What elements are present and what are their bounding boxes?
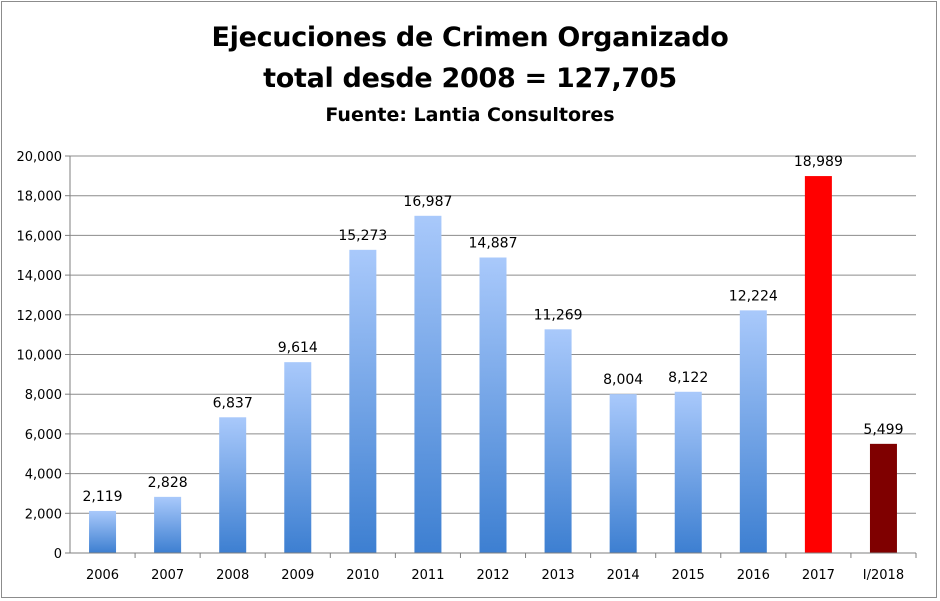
data-label: 16,987 bbox=[403, 194, 452, 210]
chart-title: Ejecuciones de Crimen Organizado bbox=[211, 22, 729, 53]
x-tick-label: 2009 bbox=[281, 568, 314, 583]
x-tick-label: I/2018 bbox=[863, 568, 904, 583]
data-label: 18,989 bbox=[794, 154, 843, 170]
y-axis-tick-labels: 0 2,000 4,000 6,000 8,000 10,000 12,000 14,000 1… bbox=[17, 150, 63, 562]
bar bbox=[89, 510, 117, 553]
data-label: 8,004 bbox=[603, 372, 643, 388]
y-tick-label: 20,000 bbox=[17, 150, 63, 165]
x-tick-label: 2014 bbox=[607, 568, 640, 583]
y-tick-label: 6,000 bbox=[25, 428, 62, 443]
x-tick-label: 2012 bbox=[476, 568, 509, 583]
bar bbox=[219, 417, 247, 553]
x-axis-tick-labels: 2006 2007 2008 2009 2010 2011 2012 2013 2014 2015… bbox=[86, 553, 917, 583]
data-label: 6,837 bbox=[213, 395, 253, 411]
data-label: 9,614 bbox=[278, 340, 318, 356]
y-tick-label: 10,000 bbox=[17, 349, 63, 364]
data-label: 12,224 bbox=[729, 288, 778, 304]
y-tick-label: 14,000 bbox=[17, 269, 63, 284]
y-tick-label: 2,000 bbox=[25, 507, 62, 522]
data-label: 2,119 bbox=[82, 489, 122, 505]
bar bbox=[284, 362, 312, 553]
bar bbox=[154, 496, 182, 553]
bar bbox=[349, 249, 377, 554]
x-tick-label: 2007 bbox=[151, 568, 184, 583]
x-tick-label: 2006 bbox=[86, 568, 119, 583]
bar bbox=[414, 215, 442, 553]
data-label: 11,269 bbox=[534, 307, 583, 323]
data-label: 5,499 bbox=[863, 422, 903, 438]
data-labels: 2,119 2,828 6,837 9,614 15,273 16,987 14,887 11… bbox=[82, 154, 903, 505]
y-tick-label: 16,000 bbox=[17, 229, 63, 244]
y-tick-label: 12,000 bbox=[17, 309, 63, 324]
data-label: 15,273 bbox=[338, 228, 387, 244]
data-label: 8,122 bbox=[668, 370, 708, 386]
x-tick-label: 2008 bbox=[216, 568, 249, 583]
x-tick-label: 2010 bbox=[346, 568, 379, 583]
bar bbox=[479, 257, 507, 553]
bar bbox=[674, 391, 702, 553]
chart-source: Fuente: Lantia Consultores bbox=[325, 104, 615, 126]
x-tick-label: 2017 bbox=[802, 568, 835, 583]
y-tick-label: 0 bbox=[54, 547, 62, 562]
data-label: 2,828 bbox=[148, 475, 188, 491]
y-tick-label: 8,000 bbox=[25, 388, 62, 403]
x-tick-label: 2013 bbox=[542, 568, 575, 583]
bar bbox=[869, 443, 897, 553]
bar bbox=[804, 176, 832, 553]
x-tick-label: 2016 bbox=[737, 568, 770, 583]
x-tick-label: 2015 bbox=[672, 568, 705, 583]
y-tick-label: 4,000 bbox=[25, 468, 62, 483]
bar bbox=[609, 394, 637, 553]
chart-subtitle: total desde 2008 = 127,705 bbox=[263, 63, 677, 94]
x-tick-label: 2011 bbox=[411, 568, 444, 583]
y-tick-label: 18,000 bbox=[17, 190, 63, 205]
data-label: 14,887 bbox=[469, 235, 518, 251]
bars bbox=[89, 176, 897, 554]
bar bbox=[544, 329, 572, 553]
bar bbox=[739, 310, 767, 553]
